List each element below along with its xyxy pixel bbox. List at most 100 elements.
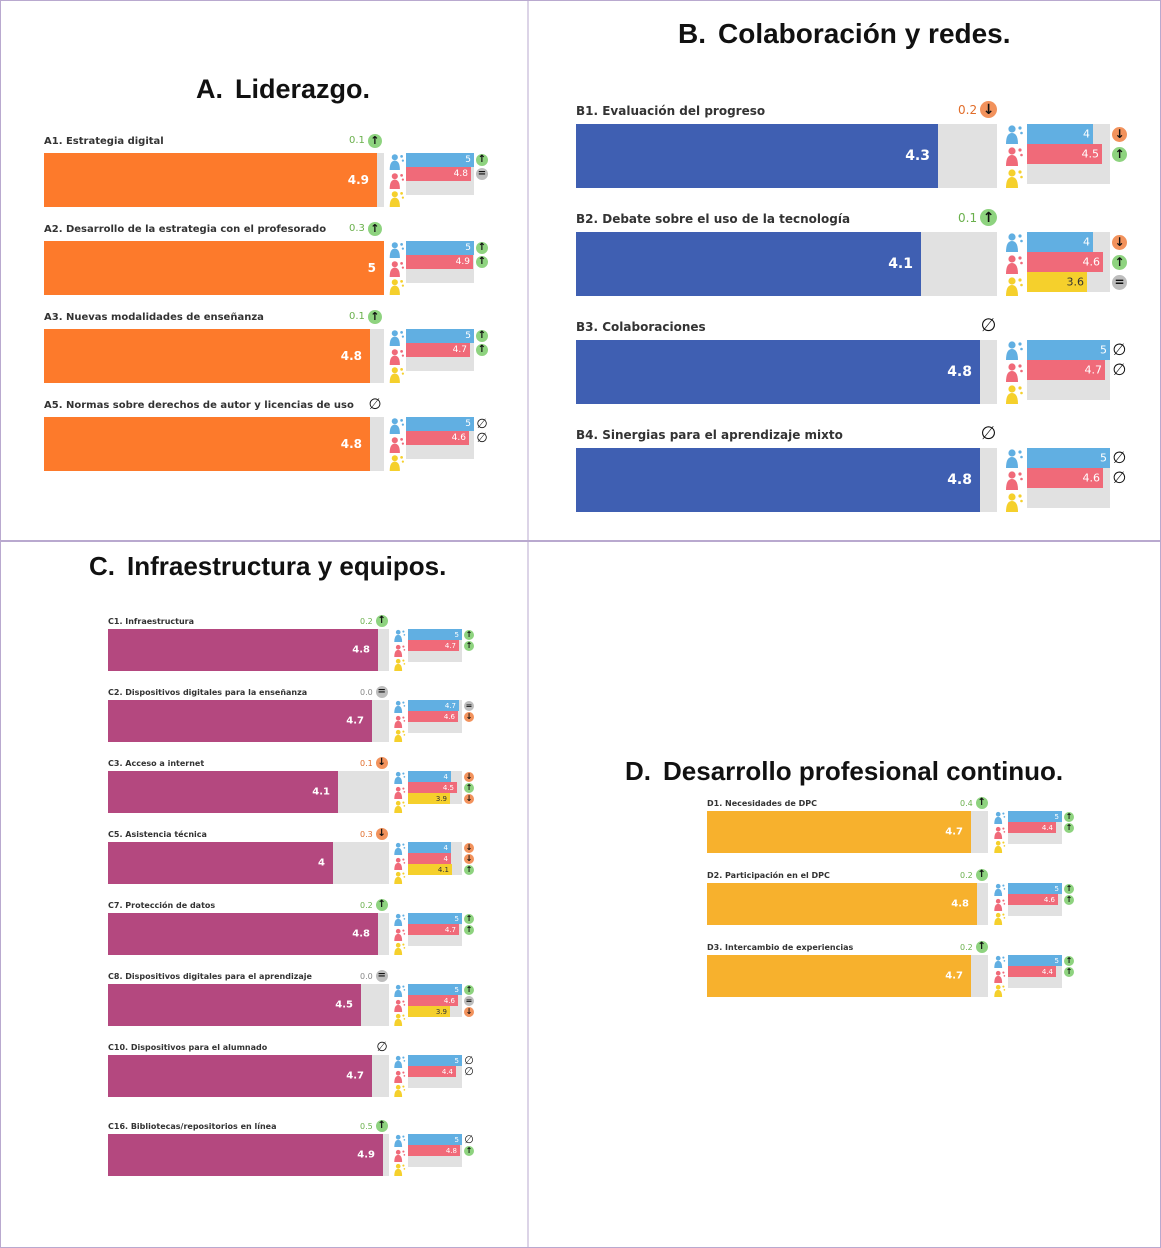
arrow-up-icon: ↑: [464, 913, 474, 924]
teacher-bar-row: 5: [1008, 811, 1062, 822]
teacher-trend: ∅: [476, 418, 488, 431]
arrow-up-icon: ↑: [975, 941, 988, 953]
student-bar-row: 4.8: [408, 1145, 462, 1156]
student-bar: [1008, 822, 1056, 833]
main-bar-track: 4.8: [707, 883, 988, 925]
student-icon: [393, 857, 405, 870]
teacher-value: 4: [443, 843, 448, 852]
delta-value: 0.1: [360, 758, 373, 768]
leader-icon: [1006, 493, 1023, 512]
student-value: 4.8: [445, 1146, 457, 1155]
teacher-icon: [393, 1134, 405, 1147]
student-value: 4.7: [444, 641, 456, 650]
arrow-up-icon: ↑: [375, 1120, 388, 1132]
teacher-bar: [408, 700, 459, 711]
teacher-value: 5: [454, 630, 459, 639]
student-trend: ↑: [476, 256, 488, 268]
student-value: 4.4: [441, 1067, 453, 1076]
panel-title: D. Desarrollo profesional continuo.: [625, 756, 1063, 787]
student-bar: [408, 782, 457, 793]
arrow-up-icon: ↑: [476, 154, 488, 166]
teacher-trend: ↑: [464, 913, 474, 924]
leader-icon: [389, 367, 404, 383]
delta-indicator: 0.3 ↑: [349, 221, 382, 236]
student-bar-row: 4.7: [406, 343, 474, 357]
teacher-bar: [408, 1134, 462, 1145]
equal-icon: =: [375, 686, 388, 698]
role-icons: [392, 771, 406, 813]
student-bar: [408, 853, 451, 864]
teacher-value: 4: [1083, 235, 1090, 249]
arrow-up-icon: ↑: [367, 133, 382, 148]
empty-set-icon: ∅: [376, 1039, 388, 1055]
teacher-trend: ↓: [464, 842, 474, 853]
empty-set-icon: ∅: [980, 422, 997, 444]
arrow-up-icon: ↑: [980, 209, 998, 226]
teacher-bar-row: 5: [406, 241, 474, 255]
teacher-value: 5: [454, 985, 459, 994]
teacher-bar: [406, 329, 474, 343]
sub-bars: 5 ↑ 4.9 ↑: [406, 241, 488, 283]
delta-indicator: ∅: [977, 316, 997, 334]
leader-icon: [389, 455, 404, 471]
student-bar: [1027, 252, 1103, 272]
delta-indicator: 0.3 ↓: [360, 828, 388, 840]
panel-title-text: Desarrollo profesional continuo.: [663, 756, 1064, 786]
teacher-bar-row: 5: [406, 329, 474, 343]
main-bar: [108, 1055, 372, 1097]
delta-value: 0.3: [349, 223, 365, 235]
equal-icon: =: [375, 970, 388, 982]
arrow-up-icon: ↑: [1112, 254, 1127, 270]
leader-icon: [993, 984, 1005, 997]
student-bar-row: 4.6: [1027, 252, 1110, 272]
teacher-trend: =: [464, 700, 474, 711]
teacher-value: 5: [454, 914, 459, 923]
teacher-bar: [408, 913, 462, 924]
teacher-bar: [1027, 340, 1110, 360]
main-bar: [576, 232, 921, 296]
student-bar: [1027, 144, 1102, 164]
arrow-up-icon: ↑: [1064, 966, 1074, 977]
student-trend: ↓: [464, 711, 474, 722]
item-label: C5. Asistencia técnica: [108, 830, 207, 839]
teacher-bar: [406, 417, 474, 431]
empty-set-icon: ∅: [476, 430, 488, 446]
student-trend: ↑: [464, 640, 474, 651]
delta-value: 0.3: [360, 829, 373, 839]
delta-value: 0.4: [960, 798, 973, 808]
leader-icon: [393, 871, 405, 884]
empty-set-icon: ∅: [1112, 340, 1127, 359]
teacher-bar-row: 5: [408, 984, 462, 995]
arrow-down-icon: ↓: [1112, 126, 1127, 142]
chart-item: C3. Acceso a internet 0.1 ↓ 4.1 4 ↓ 4.5 ↑ 3.9 ↓: [108, 757, 492, 813]
role-icons: [392, 842, 406, 884]
student-value: 4.6: [1043, 895, 1055, 904]
student-bar-row: 4.5: [1027, 144, 1110, 164]
student-bar-row: 4.6: [408, 995, 462, 1006]
student-icon: [393, 999, 405, 1012]
main-bar-value: 4.3: [905, 148, 930, 164]
delta-value: 0.2: [360, 900, 373, 910]
student-value: 4.6: [443, 712, 455, 721]
main-bar-track: 4.9: [108, 1134, 389, 1176]
teacher-value: 5: [465, 155, 471, 165]
main-bar-value: 4.8: [352, 644, 370, 656]
role-icons: [388, 153, 404, 207]
student-trend: ↑: [464, 924, 474, 935]
sub-bars: 4 ↓ 4.5 ↑ 3.9 ↓: [408, 771, 474, 804]
sub-bars: 4 ↓ 4.5 ↑: [1027, 124, 1127, 184]
leader-trend: =: [1112, 274, 1127, 290]
arrow-up-icon: ↑: [1064, 822, 1074, 833]
chart-item: C8. Dispositivos digitales para el apren…: [108, 970, 492, 1026]
item-label: C2. Dispositivos digitales para la enseñ…: [108, 688, 308, 697]
main-bar-track: 4.8: [576, 340, 997, 404]
main-bar-value: 4.1: [312, 786, 330, 798]
panel-title: C. Infraestructura y equipos.: [89, 551, 446, 582]
teacher-icon: [393, 842, 405, 855]
leader-icon: [993, 912, 1005, 925]
chart-item: A2. Desarrollo de la estrategia con el p…: [44, 221, 504, 295]
item-label: B1. Evaluación del progreso: [576, 104, 766, 118]
teacher-icon: [389, 330, 404, 346]
leader-trend: ↓: [464, 1006, 474, 1017]
chart-item: B4. Sinergias para el aprendizaje mixto ∅…: [576, 422, 1140, 512]
